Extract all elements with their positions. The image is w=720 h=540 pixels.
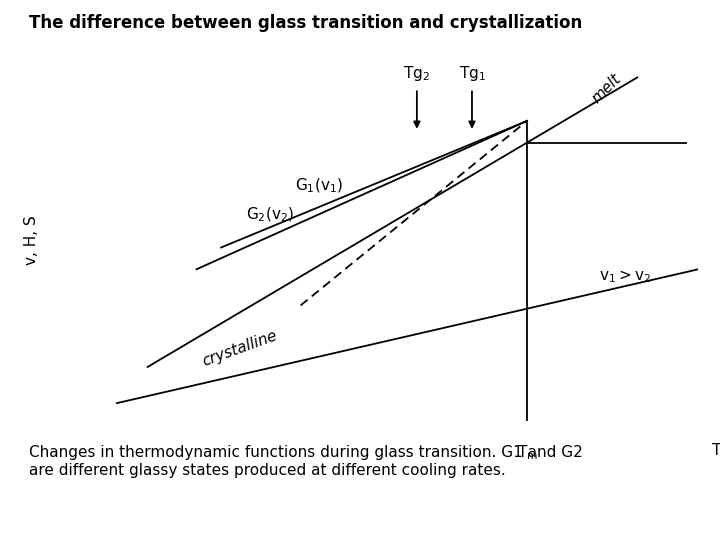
Text: crystalline: crystalline: [200, 328, 279, 369]
Text: melt: melt: [589, 71, 624, 106]
Text: $\mathdefault{Tg_1}$: $\mathdefault{Tg_1}$: [459, 64, 485, 83]
Text: $\mathdefault{G_2(v_2)}$: $\mathdefault{G_2(v_2)}$: [246, 206, 294, 224]
Text: v, H, S: v, H, S: [24, 215, 39, 265]
Text: The difference between glass transition and crystallization: The difference between glass transition …: [29, 14, 582, 31]
Text: $\mathdefault{Tg_2}$: $\mathdefault{Tg_2}$: [403, 64, 431, 83]
Text: $\mathdefault{T_m}$: $\mathdefault{T_m}$: [516, 443, 538, 462]
Text: T: T: [712, 443, 720, 458]
Text: Changes in thermodynamic functions during glass transition. G1 and G2
are differ: Changes in thermodynamic functions durin…: [29, 446, 582, 478]
Text: $\mathdefault{v_1>v_2}$: $\mathdefault{v_1>v_2}$: [599, 268, 651, 285]
Text: $\mathdefault{G_1(v_1)}$: $\mathdefault{G_1(v_1)}$: [295, 177, 343, 195]
